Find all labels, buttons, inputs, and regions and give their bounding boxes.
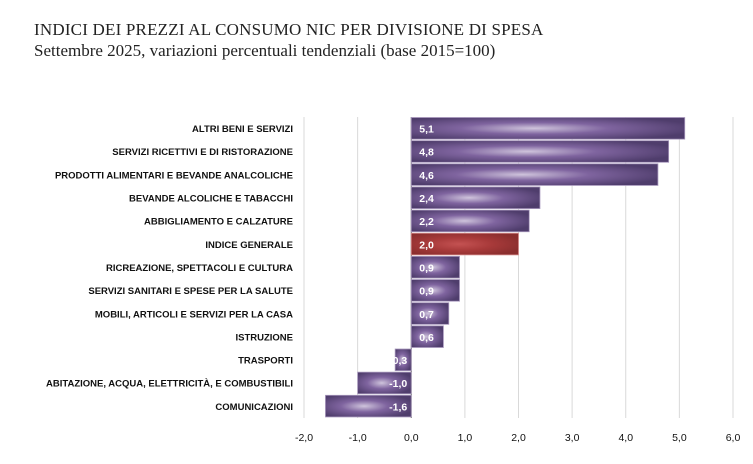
category-label: BEVANDE ALCOLICHE E TABACCHI [129,194,293,205]
bar [410,325,444,348]
category-label: PRODOTTI ALIMENTARI E BEVANDE ANALCOLICH… [55,170,293,181]
bar [410,279,460,302]
bar [410,255,460,279]
data-label: 4,8 [419,147,434,159]
bar [410,117,686,140]
category-label: ABITAZIONE, ACQUA, ELETTRICITÀ, E COMBUS… [46,379,293,390]
data-label: 4,6 [419,170,434,182]
x-tick-label: 2,0 [511,432,526,444]
category-label: INDICE GENERALE [205,240,293,251]
category-label: RICREAZIONE, SPETTACOLI E CULTURA [106,263,293,274]
data-label: 0,9 [419,262,434,274]
category-label: COMUNICAZIONI [215,402,293,413]
bar [394,348,412,372]
category-label: SERVIZI SANITARI E SPESE PER LA SALUTE [88,286,293,297]
category-label: ABBIGLIAMENTO E CALZATURE [144,217,293,228]
data-label: 0,6 [419,332,434,344]
bar [410,302,450,325]
data-label: -0,3 [389,355,407,367]
category-label: ALTRI BENI E SERVIZI [192,124,293,135]
x-tick-label: 0,0 [404,432,419,444]
chart-title: INDICI DEI PREZZI AL CONSUMO NIC PER DIV… [34,20,544,39]
x-tick-label: -1,0 [349,432,367,444]
x-tick-label: -2,0 [295,432,313,444]
category-label: TRASPORTI [238,356,293,367]
data-label: -1,6 [389,401,407,413]
x-tick-label: 5,0 [672,432,687,444]
data-label: 2,4 [419,193,434,205]
x-tick-label: 1,0 [458,432,473,444]
bar [357,371,412,395]
data-label: 2,0 [419,239,434,251]
data-label: 2,2 [419,216,434,228]
category-label: MOBILI, ARTICOLI E SERVIZI PER LA CASA [95,309,293,320]
x-tick-label: 3,0 [565,432,580,444]
category-label: ISTRUZIONE [235,332,293,343]
chart-subtitle: Settembre 2025, variazioni percentuali t… [34,41,496,60]
data-label: -1,0 [389,378,407,390]
data-label: 5,1 [419,124,434,136]
bar [325,394,412,418]
bar [410,163,659,186]
data-label: 0,7 [419,309,434,321]
x-tick-label: 4,0 [618,432,633,444]
x-tick-label: 6,0 [726,432,741,444]
category-label: SERVIZI RICETTIVI E DI RISTORAZIONE [112,147,293,158]
bar [410,186,541,209]
data-label: 0,9 [419,286,434,298]
bar [410,140,670,163]
bar [410,232,519,256]
bar [410,209,530,233]
